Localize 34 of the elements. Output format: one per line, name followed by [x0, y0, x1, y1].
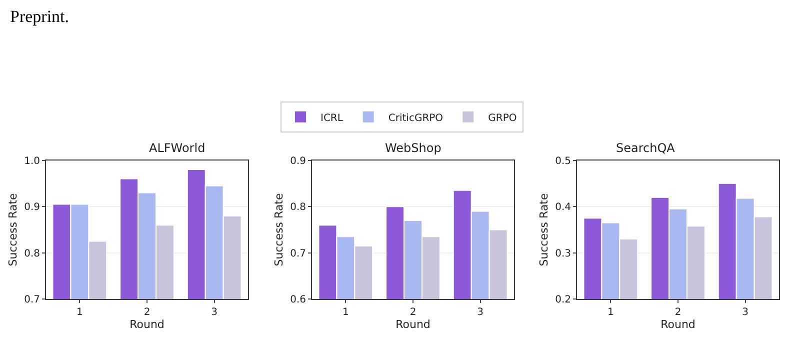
- x-tick-label: 3: [211, 307, 218, 318]
- y-tick-label: 0.8: [24, 248, 40, 260]
- x-tick-label: 3: [742, 307, 749, 318]
- y-tick-label: 0.8: [290, 202, 306, 214]
- y-tick-label: 0.5: [555, 156, 571, 167]
- chart-title: WebShop: [385, 141, 442, 155]
- x-tick-label: 3: [477, 307, 484, 318]
- legend-label: GRPO: [488, 112, 517, 124]
- x-tick-label: 2: [410, 307, 416, 318]
- x-axis-title: Round: [396, 318, 430, 332]
- x-tick-label: 1: [76, 307, 83, 318]
- text: Preprint.: [10, 7, 70, 26]
- x-tick-label: 1: [342, 307, 349, 318]
- y-tick-label: 0.4: [555, 202, 571, 214]
- chart-title: SearchQA: [616, 141, 676, 155]
- x-axis-title: Round: [130, 318, 164, 332]
- y-tick-label: 0.7: [24, 294, 40, 306]
- y-axis-title: Success Rate: [538, 192, 551, 266]
- y-tick-label: 0.9: [24, 202, 40, 214]
- chart-title: ALFWorld: [149, 141, 206, 155]
- x-tick-label: 1: [607, 307, 614, 318]
- x-tick-label: 2: [144, 307, 150, 318]
- legend-label: ICRL: [320, 112, 344, 124]
- legend-label: CriticGRPO: [388, 112, 444, 124]
- y-tick-label: 0.7: [290, 248, 306, 260]
- x-tick-label: 2: [674, 307, 682, 318]
- y-tick-label: 0.2: [555, 294, 571, 306]
- y-tick-label: 0.3: [555, 248, 571, 260]
- y-tick-label: 0.9: [290, 156, 306, 167]
- y-axis-title: Success Rate: [272, 192, 286, 266]
- y-tick-label: 0.6: [290, 294, 306, 306]
- y-tick-label: 1.0: [24, 156, 40, 167]
- y-axis-title: Success Rate: [6, 192, 20, 266]
- x-axis-title: Round: [660, 318, 696, 332]
